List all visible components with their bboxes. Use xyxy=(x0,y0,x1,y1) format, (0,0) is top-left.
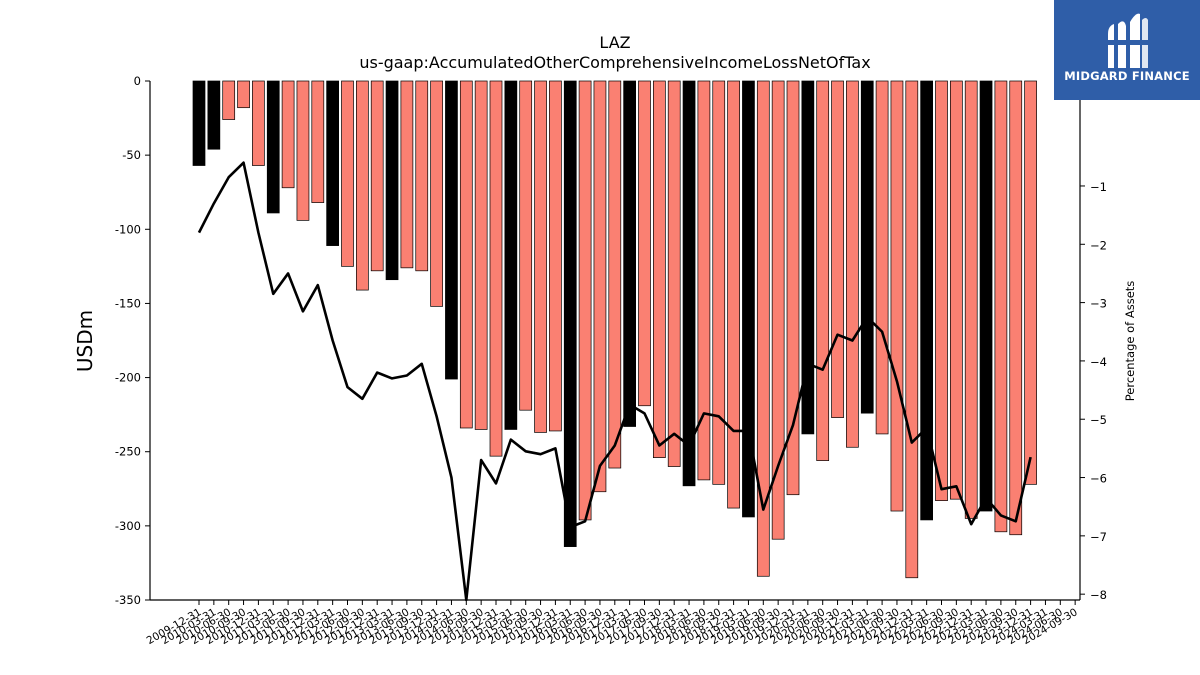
bar-2013-06-30 xyxy=(400,80,414,269)
y2-axis-label: Percentage of Assets xyxy=(1123,281,1137,402)
bar-2021-12-31 xyxy=(905,80,919,579)
bar-2016-06-30 xyxy=(578,80,592,521)
bar-2022-03-31 xyxy=(920,80,934,521)
y-axis-label: USDm xyxy=(73,310,97,372)
percentage-line xyxy=(197,161,1032,602)
bar-2016-03-31 xyxy=(563,80,577,547)
bar-2015-09-30 xyxy=(534,80,547,433)
bar-2020-06-30 xyxy=(816,80,830,461)
chart-subtitle: us-gaap:AccumulatedOtherComprehensiveInc… xyxy=(359,53,870,72)
bar-2020-12-31 xyxy=(846,80,859,448)
y2-tick-label: −5 xyxy=(1090,413,1107,427)
brand-name: MIDGARD FINANCE xyxy=(1064,69,1190,83)
bar-2013-12-31 xyxy=(430,80,443,307)
bar-2011-12-31 xyxy=(311,80,325,203)
y-tick-label: -100 xyxy=(115,222,141,236)
bar-2014-06-30 xyxy=(459,80,473,429)
bar-2019-12-31 xyxy=(786,80,800,496)
y-tick-label: -350 xyxy=(115,593,141,607)
bar-2020-03-31 xyxy=(801,80,815,435)
bar-2014-03-31 xyxy=(445,80,458,380)
bar-2012-03-31 xyxy=(326,80,339,246)
bar-2010-06-30 xyxy=(222,80,236,120)
brand-logo-icon xyxy=(1106,13,1148,68)
brand-logo: MIDGARD FINANCE xyxy=(1054,0,1200,100)
bar-2022-09-30 xyxy=(949,80,963,500)
bar-2021-09-30 xyxy=(890,80,904,512)
bar-2021-06-30 xyxy=(875,80,889,435)
bar-2023-06-30 xyxy=(994,80,1008,533)
bar-2018-03-31 xyxy=(682,80,696,487)
bar-2020-09-30 xyxy=(831,80,844,418)
bar-2011-06-30 xyxy=(281,80,295,189)
bar-2019-03-31 xyxy=(742,80,755,518)
bar-2012-09-30 xyxy=(356,80,369,291)
bar-2022-06-30 xyxy=(935,80,948,501)
bar-2017-12-31 xyxy=(667,80,681,467)
y2-tick-label: −3 xyxy=(1090,297,1107,311)
bar-series xyxy=(192,80,1037,579)
y2-tick-label: −7 xyxy=(1090,530,1107,544)
bar-2018-09-30 xyxy=(712,80,726,485)
y2-tick-label: −1 xyxy=(1090,180,1107,194)
bar-2018-12-31 xyxy=(727,80,740,509)
y2-tick-label: −2 xyxy=(1090,238,1107,252)
right-y-axis: −1 −2 −3 −4 −5 −6 −7 −8 xyxy=(1080,180,1107,602)
bar-2022-12-31 xyxy=(964,80,978,519)
bar-2010-12-31 xyxy=(252,80,265,166)
bar-2015-06-30 xyxy=(519,80,533,411)
y-tick-label: -250 xyxy=(115,445,141,459)
left-y-axis: 0 -50 -100 -150 -200 -250 -300 -350 xyxy=(115,74,150,607)
y2-tick-label: −6 xyxy=(1090,472,1107,486)
bar-2013-09-30 xyxy=(415,80,429,272)
chart-title: LAZ xyxy=(599,33,630,52)
bar-2019-09-30 xyxy=(771,80,785,540)
bar-2011-09-30 xyxy=(296,80,310,221)
bar-2014-09-30 xyxy=(474,80,488,430)
bar-2013-03-31 xyxy=(385,80,399,281)
y-tick-label: -300 xyxy=(115,519,141,533)
y-tick-label: -200 xyxy=(115,371,141,385)
y-tick-label: -150 xyxy=(115,296,141,310)
bar-2010-09-30 xyxy=(237,80,250,109)
bar-2016-09-30 xyxy=(593,80,607,493)
bar-2023-12-31 xyxy=(1024,80,1037,485)
bar-2021-03-31 xyxy=(860,80,874,414)
y2-tick-label: −4 xyxy=(1090,355,1107,369)
bar-2023-09-30 xyxy=(1009,80,1023,536)
bar-2011-03-31 xyxy=(266,80,280,214)
bar-2017-03-31 xyxy=(623,80,637,427)
bar-2009-12-31 xyxy=(192,80,206,166)
bar-2010-03-31 xyxy=(207,80,221,150)
x-axis: 2009-12-312010-03-312010-06-302010-09-30… xyxy=(145,600,1080,647)
bar-2015-12-31 xyxy=(549,80,562,432)
bar-2015-03-31 xyxy=(504,80,518,430)
bar-2016-12-31 xyxy=(608,80,622,469)
line-series xyxy=(197,161,1032,602)
bar-2012-12-31 xyxy=(370,80,384,272)
bar-2023-03-31 xyxy=(979,80,993,512)
bar-2017-09-30 xyxy=(652,80,666,458)
bar-2014-12-31 xyxy=(489,80,503,457)
y2-tick-label: −8 xyxy=(1090,588,1107,602)
bar-2017-06-30 xyxy=(638,80,651,407)
y-tick-label: -50 xyxy=(122,148,141,162)
bar-2018-06-30 xyxy=(697,80,711,481)
bar-2019-06-30 xyxy=(756,80,770,577)
bar-2012-06-30 xyxy=(341,80,354,267)
y-tick-label: 0 xyxy=(134,74,141,88)
